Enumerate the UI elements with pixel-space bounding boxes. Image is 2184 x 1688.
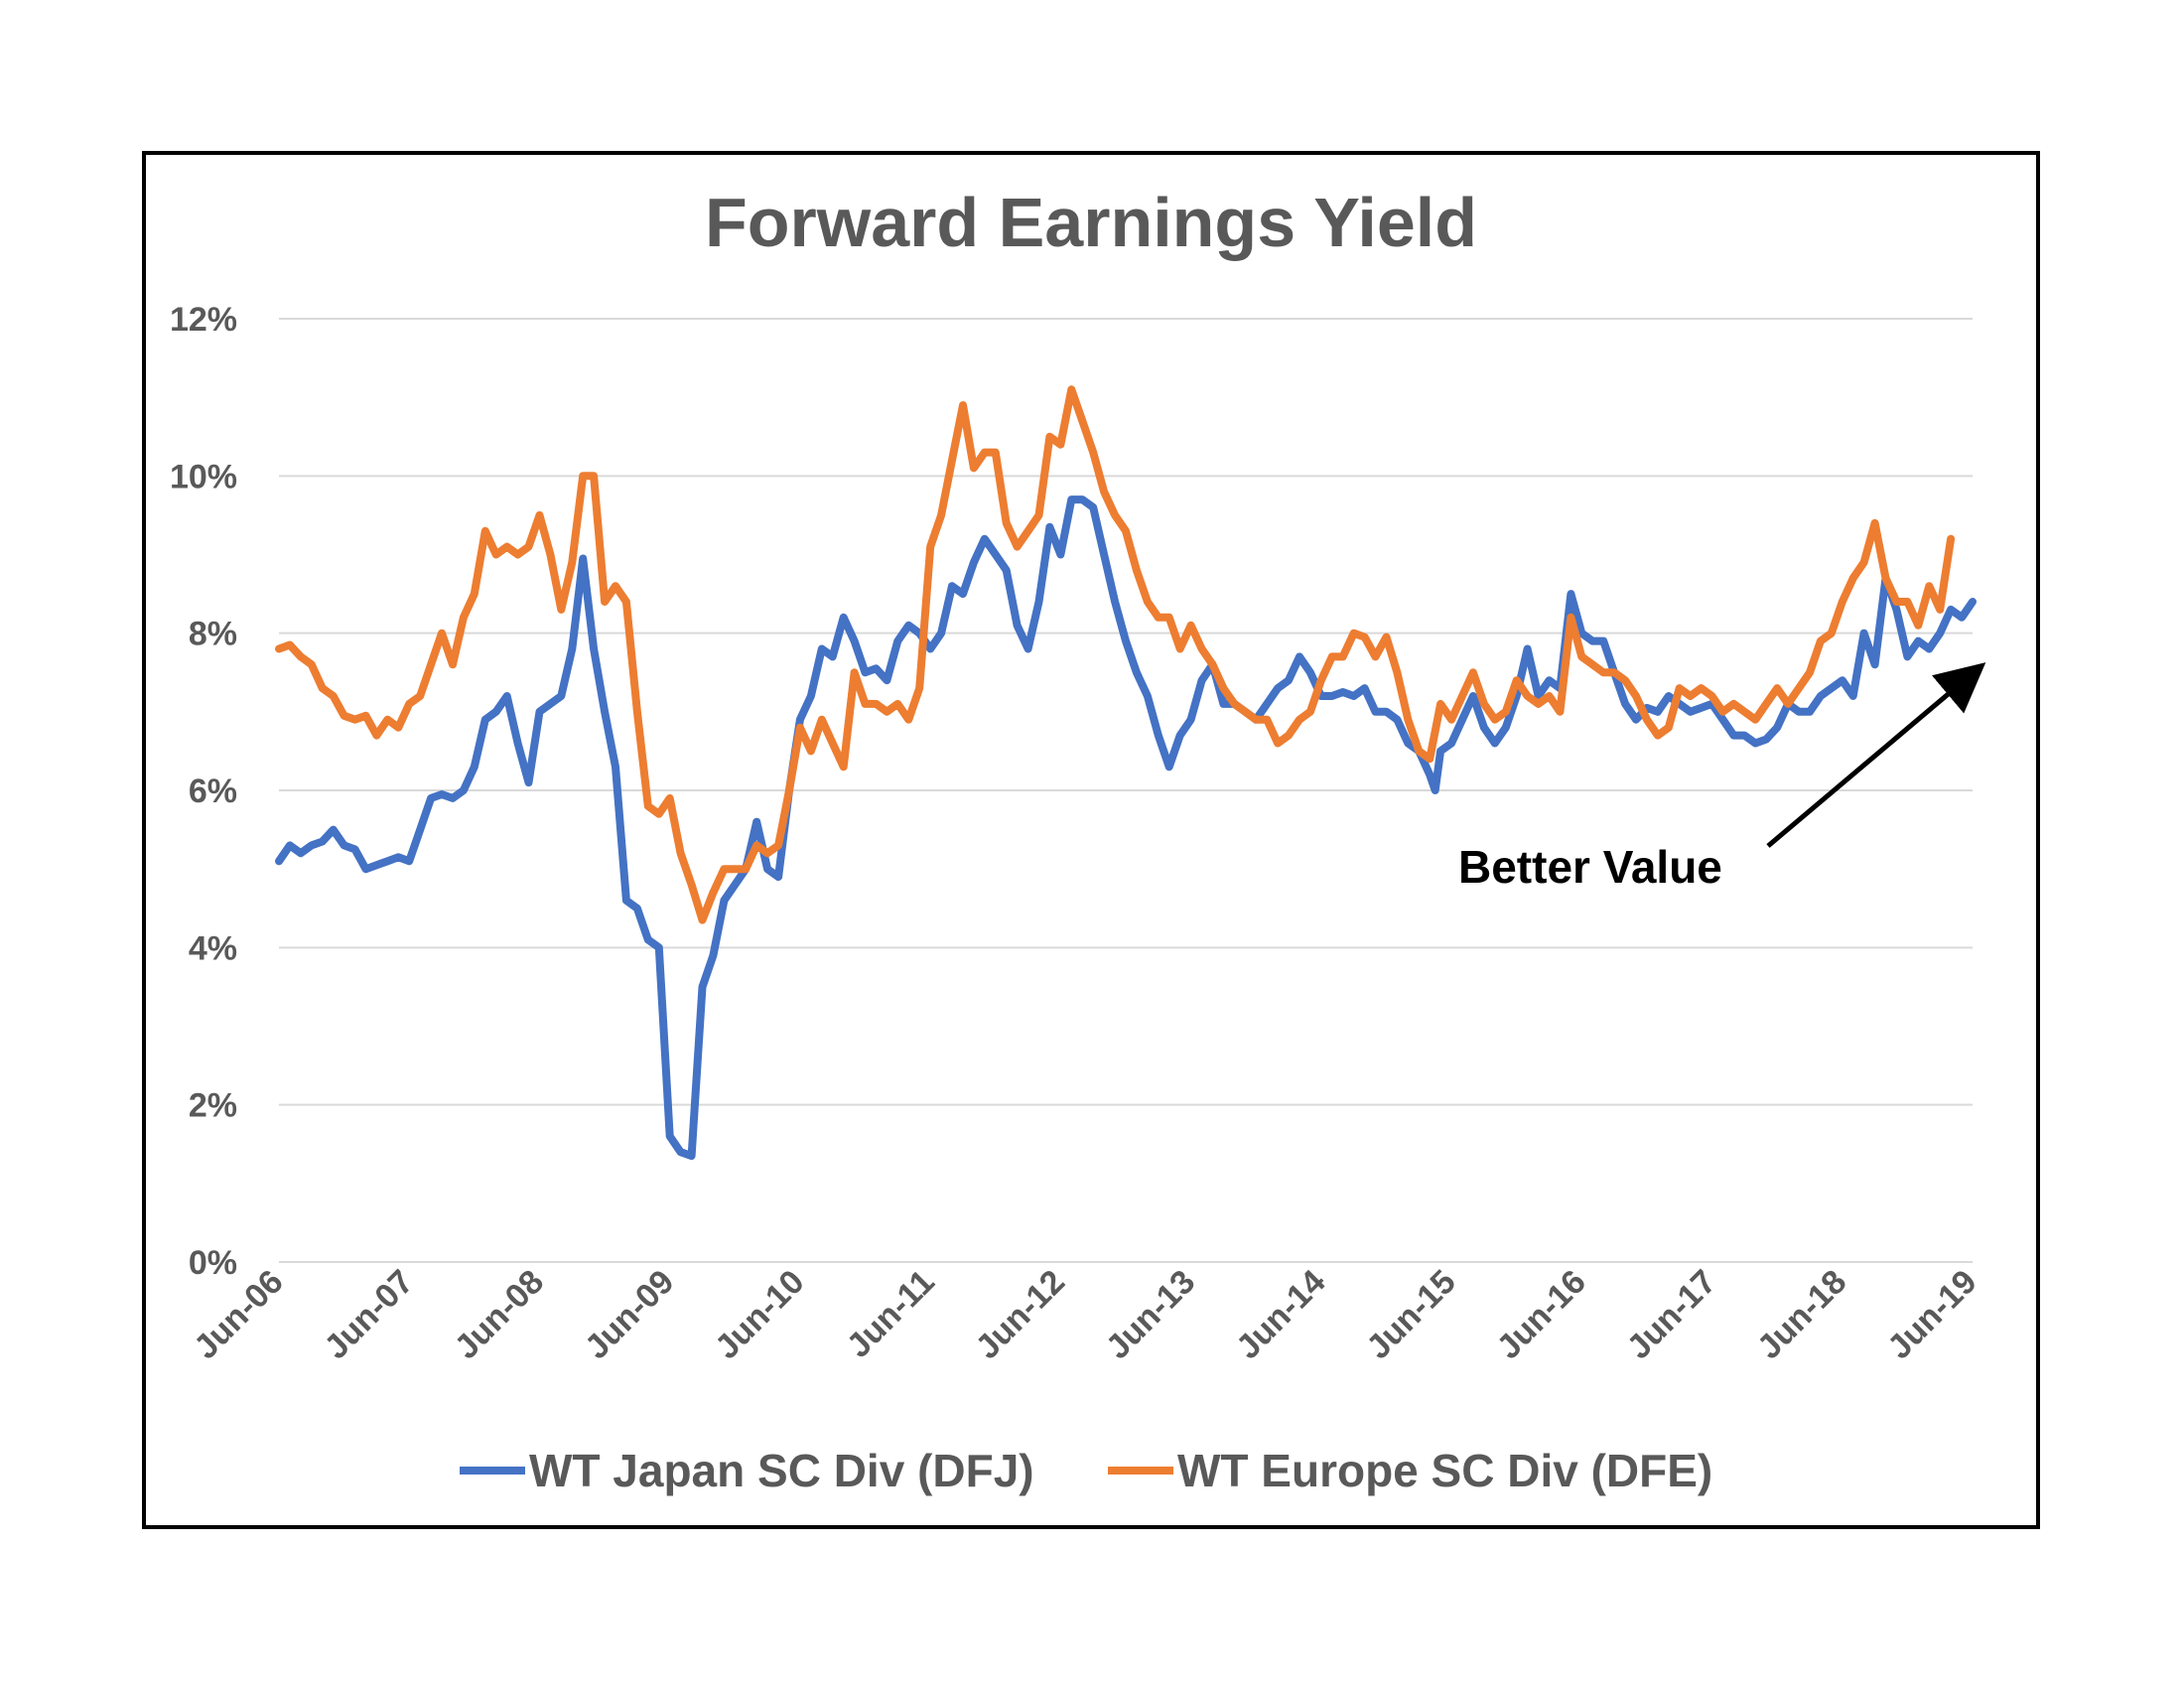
better-value-annotation: Better Value xyxy=(1458,841,1722,893)
chart-svg: Forward Earnings Yield 0%2%4%6%8%10%12% … xyxy=(170,184,1986,1496)
legend-label-dfe: WT Europe SC Div (DFE) xyxy=(1177,1445,1712,1496)
y-tick-label: 10% xyxy=(170,458,237,495)
x-axis-ticks: Jun-06 Jun-07 Jun-08 Jun-09 Jun-10 Jun-11 Jun-… xyxy=(187,1263,1983,1366)
series-line-dfj xyxy=(275,495,1977,1161)
x-tick-label: Jun-17 xyxy=(1620,1263,1723,1366)
x-tick-label: Jun-11 xyxy=(840,1263,942,1365)
x-tick-label: Jun-09 xyxy=(578,1263,681,1366)
annotation-layer: Better Value xyxy=(1458,662,1986,893)
series-layer xyxy=(275,385,1977,1161)
x-tick-label: Jun-07 xyxy=(318,1263,421,1366)
x-tick-label: Jun-19 xyxy=(1880,1263,1983,1366)
grid-layer xyxy=(279,318,1973,1263)
y-tick-label: 12% xyxy=(170,301,237,339)
y-tick-label: 4% xyxy=(189,929,237,967)
x-tick-label: Jun-10 xyxy=(708,1263,811,1366)
y-tick-label: 6% xyxy=(189,773,237,810)
x-tick-label: Jun-13 xyxy=(1099,1263,1202,1366)
better-value-arrow xyxy=(1766,662,1986,848)
y-axis-ticks: 0% 2% 4% 6% 8% 10% 12% xyxy=(170,301,237,1282)
x-tick-label: Jun-18 xyxy=(1750,1263,1853,1366)
x-tick-label: Jun-08 xyxy=(448,1263,551,1366)
x-tick-label: Jun-12 xyxy=(969,1263,1072,1366)
chart-title: Forward Earnings Yield xyxy=(705,184,1477,261)
legend: WT Japan SC Div (DFJ) WT Europe SC Div (… xyxy=(460,1445,1712,1496)
x-tick-label: Jun-16 xyxy=(1490,1263,1593,1366)
y-tick-label: 2% xyxy=(189,1087,237,1125)
y-tick-label: 8% xyxy=(189,616,237,653)
y-tick-label: 0% xyxy=(189,1244,237,1282)
chart-frame: Forward Earnings Yield 0% 2% 4% 6% 8% 10% 12% … xyxy=(142,151,2040,1529)
legend-label-dfj: WT Japan SC Div (DFJ) xyxy=(529,1445,1034,1496)
x-tick-label: Jun-14 xyxy=(1229,1263,1332,1366)
x-tick-label: Jun-15 xyxy=(1359,1263,1462,1366)
series-line-dfe xyxy=(275,385,1956,924)
